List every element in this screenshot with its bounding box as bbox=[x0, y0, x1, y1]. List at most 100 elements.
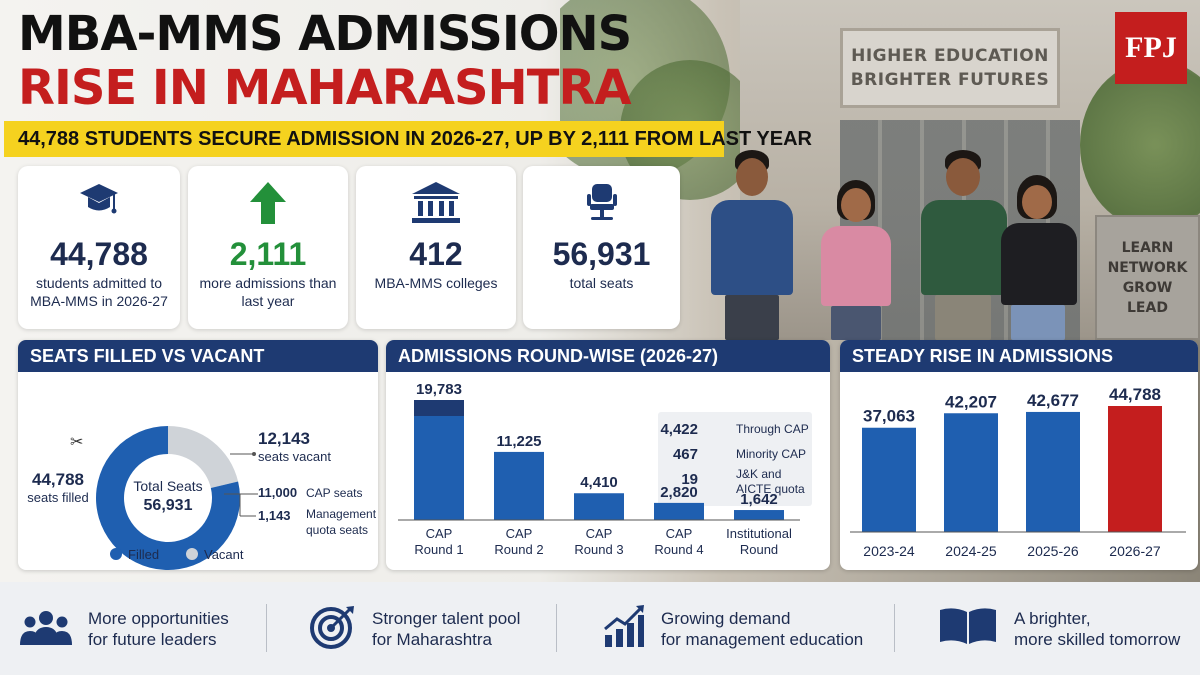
year-bar-value: 37,063 bbox=[863, 407, 915, 426]
breakdown-label: AICTE quota bbox=[736, 482, 805, 496]
year-bar-value: 42,677 bbox=[1027, 391, 1079, 410]
graduation-cap-icon bbox=[18, 180, 180, 226]
breakdown-label: Through CAP bbox=[736, 422, 809, 436]
year-bar bbox=[1026, 411, 1080, 532]
round-bar bbox=[574, 493, 624, 520]
stat-card-colleges: 412 MBA-MMS colleges bbox=[356, 166, 516, 329]
vacant-label: seats vacant bbox=[258, 449, 331, 464]
stat-value: 2,111 bbox=[229, 236, 307, 272]
college-building-icon bbox=[356, 180, 516, 226]
yearly-panel: STEADY RISE IN ADMISSIONS 37,063 2023-24 4… bbox=[840, 340, 1198, 570]
stat-value: 412 bbox=[409, 236, 463, 272]
mgmt-seats-label-2: quota seats bbox=[306, 523, 368, 537]
round-category-label: CAP bbox=[506, 526, 533, 541]
benefit-line-1: More opportunities bbox=[88, 609, 229, 628]
mgmt-seats-label-1: Management bbox=[306, 507, 377, 521]
chair-icon bbox=[523, 180, 680, 226]
benefit-line-1: Stronger talent pool bbox=[372, 609, 521, 628]
breakdown-label: J&K and bbox=[736, 467, 781, 481]
panel-title: ADMISSIONS ROUND-WISE (2026-27) bbox=[386, 340, 830, 372]
stat-card-admitted: 44,788 students admitted to MBA-MMS in 2… bbox=[18, 166, 180, 329]
legend-vacant: Vacant bbox=[204, 547, 244, 562]
fpj-logo: FPJ bbox=[1115, 12, 1187, 84]
stone-signboard: LEARN NETWORK GROW LEAD bbox=[1095, 215, 1200, 340]
round-bar-value: 2,820 bbox=[660, 484, 698, 501]
round-bar bbox=[414, 400, 464, 520]
bottom-benefits-strip: More opportunities for future leaders Str… bbox=[0, 582, 1200, 675]
benefit-line-1: Growing demand bbox=[661, 609, 791, 628]
stat-value: 44,788 bbox=[50, 236, 148, 272]
round-wise-panel: ADMISSIONS ROUND-WISE (2026-27) 19,783 CA… bbox=[386, 340, 830, 570]
growth-chart-icon bbox=[603, 604, 645, 654]
background-photo: HIGHER EDUCATION BRIGHTER FUTURES LEARN … bbox=[560, 0, 1200, 340]
round-category-label: Round 3 bbox=[574, 542, 623, 557]
breakdown-label: Minority CAP bbox=[736, 447, 806, 461]
headline-line-2: RISE IN MAHARASHTRA bbox=[18, 60, 632, 116]
year-bar-value: 44,788 bbox=[1109, 385, 1161, 404]
stat-card-increase: 2,111 more admissions than last year bbox=[188, 166, 348, 329]
benefit-item: A brighter, more skilled tomorrow bbox=[938, 606, 1180, 652]
round-category-label: Round 2 bbox=[494, 542, 543, 557]
building-sign: HIGHER EDUCATION BRIGHTER FUTURES bbox=[840, 28, 1060, 108]
subtitle-banner: 44,788 STUDENTS SECURE ADMISSION IN 2026… bbox=[4, 121, 812, 157]
benefit-line-2: for Maharashtra bbox=[372, 630, 492, 649]
breakdown-value: 4,422 bbox=[660, 421, 698, 438]
up-arrow-icon bbox=[188, 180, 348, 226]
legend-vacant-swatch bbox=[186, 548, 198, 560]
round-category-label: CAP bbox=[426, 526, 453, 541]
cap-seats-value: 11,000 bbox=[258, 485, 297, 500]
benefit-item: More opportunities for future leaders bbox=[20, 606, 229, 652]
open-book-icon bbox=[938, 606, 998, 653]
breakdown-value: 19 bbox=[681, 471, 698, 488]
stat-card-seats: 56,931 total seats bbox=[523, 166, 680, 329]
benefit-line-1: A brighter, bbox=[1014, 609, 1091, 628]
student-figure bbox=[705, 150, 795, 340]
student-figure bbox=[995, 175, 1080, 340]
round-category-label: Institutional bbox=[726, 526, 792, 541]
benefit-item: Stronger talent pool for Maharashtra bbox=[310, 605, 521, 654]
student-figure bbox=[915, 150, 1010, 340]
donut-center-label: Total Seats bbox=[133, 478, 202, 494]
round-category-label: CAP bbox=[666, 526, 693, 541]
round-bar-value: 1,642 bbox=[740, 491, 778, 508]
mgmt-seats-value: 1,143 bbox=[258, 508, 291, 523]
benefit-line-2: for future leaders bbox=[88, 630, 217, 649]
year-category-label: 2026-27 bbox=[1109, 543, 1161, 559]
round-bar bbox=[654, 502, 704, 520]
donut-chart: ✂ 44,788 seats filled Total Seats 56,931… bbox=[27, 426, 377, 570]
breakdown-value: 467 bbox=[673, 446, 698, 463]
legend-filled: Filled bbox=[128, 547, 159, 562]
person-scissors-icon: ✂ bbox=[70, 434, 83, 451]
stat-label: students admitted to MBA-MMS in 2026-27 bbox=[30, 275, 168, 309]
donut-slice-vacant bbox=[168, 426, 239, 488]
year-category-label: 2025-26 bbox=[1027, 543, 1079, 559]
round-bar-value: 19,783 bbox=[416, 381, 462, 398]
stat-label: more admissions than last year bbox=[199, 275, 337, 309]
round-bar-value: 4,410 bbox=[580, 474, 618, 491]
year-bar bbox=[944, 413, 998, 532]
target-icon bbox=[310, 605, 356, 654]
filled-label: seats filled bbox=[27, 490, 88, 505]
round-category-label: CAP bbox=[586, 526, 613, 541]
stat-value: 56,931 bbox=[552, 236, 651, 272]
round-category-label: Round 4 bbox=[654, 542, 703, 557]
benefit-item: Growing demand for management education bbox=[603, 604, 864, 654]
seats-panel: SEATS FILLED VS VACANT ✂ 44,788 seats fi… bbox=[18, 340, 378, 570]
year-bar-value: 42,207 bbox=[945, 392, 997, 411]
round-category-label: Round bbox=[740, 542, 778, 557]
benefit-line-2: more skilled tomorrow bbox=[1014, 630, 1181, 649]
year-bar bbox=[1108, 406, 1162, 532]
year-category-label: 2024-25 bbox=[945, 543, 997, 559]
round-bar-top-band bbox=[414, 400, 464, 416]
benefit-line-2: for management education bbox=[661, 630, 864, 649]
panel-title: SEATS FILLED VS VACANT bbox=[18, 340, 378, 372]
donut-slice-filled bbox=[96, 426, 241, 570]
year-bar bbox=[862, 427, 916, 532]
stat-label: MBA-MMS colleges bbox=[374, 275, 498, 291]
year-category-label: 2023-24 bbox=[863, 543, 915, 559]
round-bar-value: 11,225 bbox=[496, 433, 541, 450]
headline-line-1: MBA-MMS ADMISSIONS bbox=[18, 6, 632, 62]
student-figure bbox=[815, 180, 895, 340]
round-category-label: Round 1 bbox=[414, 542, 463, 557]
